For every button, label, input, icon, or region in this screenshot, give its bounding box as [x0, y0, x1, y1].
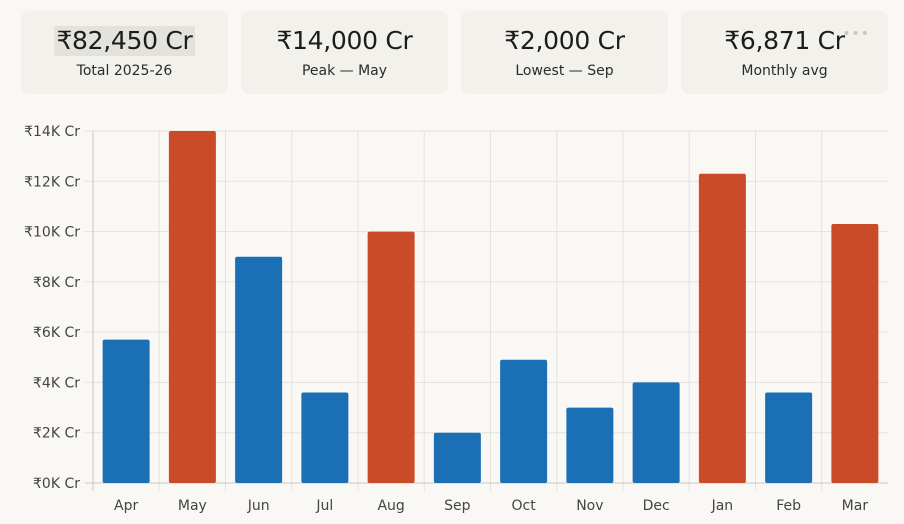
y-tick-label: ₹6K Cr	[33, 325, 80, 341]
bar-may	[168, 131, 216, 483]
x-tick-label: Jul	[315, 498, 333, 514]
x-tick-label: Jun	[247, 498, 270, 514]
lowest-card: ₹2,000 Cr Lowest — Sep	[461, 11, 668, 94]
average-card: ₹6,871 Cr Monthly avg •••	[681, 11, 888, 94]
y-tick-label: ₹10K Cr	[24, 225, 80, 241]
bar-jun	[235, 256, 283, 483]
x-tick-label: Nov	[576, 498, 603, 514]
x-tick-label: Sep	[444, 498, 471, 514]
bar-oct	[500, 359, 548, 483]
peak-label: Peak — May	[301, 63, 388, 79]
average-label: Monthly avg	[741, 63, 828, 79]
bar-sep	[433, 432, 481, 483]
total-value-text: ₹82,450 Cr	[54, 26, 195, 56]
peak-card: ₹14,000 Cr Peak — May	[241, 11, 448, 94]
lowest-label: Lowest — Sep	[515, 63, 614, 79]
bars	[102, 131, 879, 483]
summary-cards: ₹82,450 Cr Total 2025-26 ₹14,000 Cr Peak…	[21, 11, 888, 94]
x-tick-label: Oct	[512, 498, 537, 514]
y-tick-label: ₹12K Cr	[24, 174, 80, 190]
grid	[85, 130, 888, 491]
bar-jul	[301, 392, 349, 483]
bar-nov	[566, 407, 614, 483]
bar-apr	[102, 339, 150, 483]
x-tick-label: Feb	[776, 498, 801, 514]
bar-mar	[831, 224, 879, 483]
bar-feb	[765, 392, 813, 483]
bar-dec	[632, 382, 680, 483]
y-tick-label: ₹4K Cr	[33, 375, 80, 391]
total-card: ₹82,450 Cr Total 2025-26	[21, 11, 228, 94]
y-tick-label: ₹8K Cr	[33, 275, 80, 291]
x-tick-label: May	[178, 498, 207, 514]
x-tick-label: Jan	[711, 498, 734, 514]
average-value: ₹6,871 Cr	[724, 26, 845, 55]
y-tick-label: ₹0K Cr	[33, 476, 80, 492]
x-tick-label: Apr	[114, 498, 138, 514]
y-tick-label: ₹14K Cr	[24, 124, 80, 140]
total-value: ₹82,450 Cr	[21, 26, 228, 56]
bar-jan	[698, 173, 746, 483]
axes	[85, 131, 888, 491]
total-label: Total 2025-26	[76, 63, 173, 79]
tick-labels: ₹0K Cr ₹2K Cr ₹4K Cr ₹6K Cr ₹8K Cr ₹10K Cr ₹12…	[24, 124, 868, 514]
peak-value: ₹14,000 Cr	[276, 26, 413, 55]
x-tick-label: Aug	[377, 498, 404, 514]
bar-aug	[367, 231, 415, 483]
x-tick-label: Dec	[643, 498, 670, 514]
y-tick-label: ₹2K Cr	[33, 426, 80, 442]
x-tick-label: Mar	[842, 498, 869, 514]
more-horizontal-icon[interactable]: •••	[842, 26, 870, 42]
lowest-value: ₹2,000 Cr	[504, 26, 625, 55]
